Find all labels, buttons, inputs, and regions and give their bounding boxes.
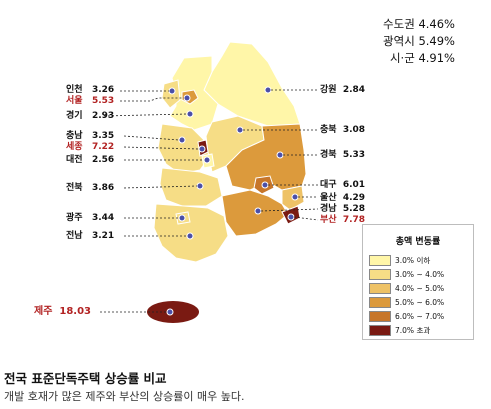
legend-item: 3.0% 이하 (369, 255, 430, 266)
legend-swatch (369, 325, 391, 336)
label-seoul: 서울 5.53 (66, 96, 115, 106)
label-chungbuk: 충북 3.08 (320, 125, 366, 135)
marker-sejong (198, 145, 206, 153)
legend-title: 총액 변동률 (395, 237, 441, 247)
legend-swatch (369, 311, 391, 322)
label-jeonbuk: 전북 3.86 (66, 183, 115, 193)
summary-name: 광역시 (383, 34, 415, 48)
label-gwangju: 광주 3.44 (66, 213, 115, 223)
marker-chungbuk (236, 126, 244, 134)
legend-swatch (369, 297, 391, 308)
leader-jeonbuk (123, 185, 198, 189)
legend-label: 6.0% ~ 7.0% (395, 312, 445, 321)
leader-sejong (123, 146, 200, 150)
leader-gyeonggi (103, 113, 188, 117)
legend: 총액 변동률 3.0% 이하 3.0% ~ 4.0% 4.0% ~ 5.0% 5… (362, 224, 474, 340)
region-jeonbuk (159, 167, 223, 207)
label-daegu: 대구 6.01 (320, 180, 366, 190)
leader-gyeongnam (260, 208, 319, 212)
marker-daegu (261, 181, 269, 189)
marker-ulsan (291, 193, 299, 201)
label-ulsan: 울산 4.29 (320, 193, 366, 203)
region-gangwon (203, 41, 301, 127)
legend-item: 5.0% ~ 6.0% (369, 297, 444, 308)
label-daejeon: 대전 2.56 (66, 155, 115, 165)
legend-label: 5.0% ~ 6.0% (395, 298, 445, 307)
summary-row-metro: 광역시 5.49% (383, 33, 455, 50)
marker-gyeongnam (254, 207, 262, 215)
legend-label: 3.0% 이하 (395, 256, 431, 265)
marker-gyeonggi (186, 110, 194, 118)
marker-incheon (168, 87, 176, 95)
label-gyeonggi: 경기 2.93 (66, 111, 115, 121)
legend-label: 4.0% ~ 5.0% (395, 284, 445, 293)
summary-row-capital: 수도권 4.46% (383, 16, 455, 33)
marker-jeju (166, 308, 174, 316)
label-jeju: 제주 18.03 (34, 306, 92, 317)
marker-gwangju (178, 214, 186, 222)
legend-item: 3.0% ~ 4.0% (369, 269, 444, 280)
leader-chungnam (123, 135, 180, 141)
marker-gyeongbuk (276, 151, 284, 159)
marker-jeonnam (186, 232, 194, 240)
legend-item: 6.0% ~ 7.0% (369, 311, 444, 322)
label-gangwon: 강원 2.84 (320, 85, 366, 95)
legend-label: 3.0% ~ 4.0% (395, 270, 445, 279)
legend-swatch (369, 269, 391, 280)
summary-value: 5.49% (418, 34, 455, 48)
summary-value: 4.91% (418, 51, 455, 65)
leader-busan (293, 216, 319, 221)
summary-name: 시·군 (389, 51, 415, 65)
summary-row-city: 시·군 4.91% (383, 50, 455, 67)
marker-seoul (183, 94, 191, 102)
summary-value: 4.46% (418, 17, 455, 31)
marker-chungnam (178, 136, 186, 144)
legend-label: 7.0% 초과 (395, 326, 431, 335)
legend-swatch (369, 255, 391, 266)
summary-box: 수도권 4.46% 광역시 5.49% 시·군 4.91% (383, 16, 455, 67)
label-jeonnam: 전남 3.21 (66, 231, 115, 241)
marker-jeonbuk (196, 182, 204, 190)
legend-item: 4.0% ~ 5.0% (369, 283, 444, 294)
label-gyeongnam: 경남 5.28 (320, 204, 366, 214)
legend-swatch (369, 283, 391, 294)
region-gyeongnam (221, 189, 289, 237)
summary-name: 수도권 (383, 17, 415, 31)
marker-daejeon (203, 156, 211, 164)
marker-busan (287, 213, 295, 221)
label-gyeongbuk: 경북 5.33 (320, 150, 366, 160)
label-chungnam: 충남 3.35 (66, 131, 115, 141)
caption-title: 전국 표준단독주택 상승률 비교 (4, 371, 167, 386)
label-busan: 부산 7.78 (320, 215, 366, 225)
caption-subtitle: 개발 호재가 많은 제주와 부산의 상승률이 매우 높다. (4, 390, 245, 403)
label-incheon: 인천 3.26 (66, 85, 115, 95)
legend-item: 7.0% 초과 (369, 325, 430, 336)
label-sejong: 세종 7.22 (66, 142, 115, 152)
marker-gangwon (264, 86, 272, 94)
